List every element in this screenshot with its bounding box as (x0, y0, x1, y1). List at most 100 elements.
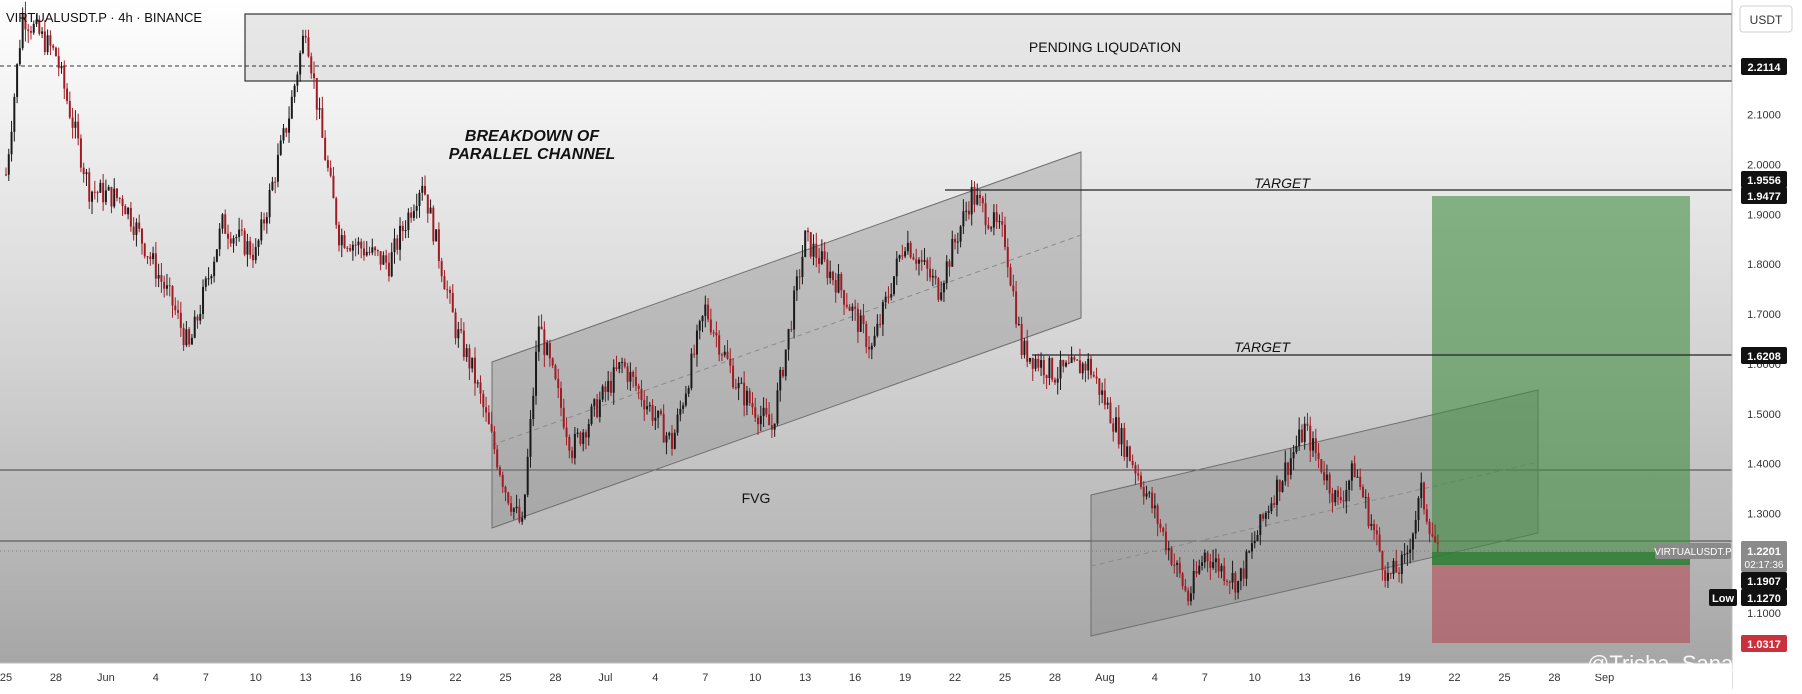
candle-body (1248, 551, 1251, 553)
parallel-channel-upper[interactable] (491, 151, 1082, 529)
time-tick-label: 25 (0, 672, 12, 684)
candle-body (210, 276, 213, 279)
candle-body (745, 390, 748, 406)
candle-body (32, 23, 35, 33)
entry-level-tag (1741, 572, 1787, 589)
take-profit-zone[interactable] (1432, 196, 1690, 552)
candle-body (85, 172, 88, 175)
candle-body (698, 321, 701, 331)
candle-body (229, 238, 232, 244)
candle-body (1206, 552, 1209, 562)
time-tick-label: 4 (1152, 672, 1158, 684)
candle-body (1137, 473, 1140, 476)
candle-body (1264, 512, 1267, 519)
candle-body (113, 188, 116, 207)
candle-body (1300, 429, 1303, 443)
candle-body (990, 227, 993, 229)
candle-body (1017, 324, 1020, 326)
candle-body (251, 254, 254, 261)
candle-body (454, 312, 457, 339)
candle-body (1253, 541, 1256, 544)
candle-body (1131, 460, 1134, 466)
candle-body (1409, 549, 1412, 553)
candle-body (934, 275, 937, 279)
candle-body (1273, 503, 1276, 505)
candle-body (360, 241, 363, 249)
candle-body (107, 187, 110, 191)
candle-body (557, 378, 560, 389)
candle-body (368, 251, 371, 253)
candle-body (424, 185, 427, 195)
candle-body (582, 432, 585, 444)
candle-body (626, 366, 629, 382)
candle-body (526, 456, 529, 495)
candle-body (426, 194, 429, 214)
pending-level-tag (1741, 58, 1787, 75)
candle-body (1092, 374, 1095, 377)
candle-body (1078, 360, 1081, 374)
candle-body (1348, 480, 1351, 490)
candle-body (512, 508, 515, 512)
candle-body (1173, 564, 1176, 566)
candle-body (1237, 581, 1240, 593)
time-tick-label: 13 (799, 672, 811, 684)
candle-body (904, 251, 907, 257)
candle-body (315, 78, 318, 110)
candle-body (79, 138, 82, 168)
candle-body (1053, 379, 1056, 383)
stop-level-tag (1741, 635, 1787, 652)
candle-body (163, 281, 166, 289)
candle-body (415, 205, 418, 211)
time-tick-label: 22 (949, 672, 961, 684)
candle-body (560, 388, 562, 408)
candle-body (609, 380, 612, 393)
candle-body (1178, 562, 1181, 574)
candle-body (959, 226, 962, 242)
candle-body (568, 437, 571, 451)
time-tick-label: Aug (1095, 672, 1115, 684)
stop-loss-zone[interactable] (1432, 565, 1690, 643)
candle-body (221, 214, 224, 229)
candle-body (468, 348, 471, 369)
price-tick-label: 2.0000 (1747, 160, 1781, 172)
candle-body (1181, 573, 1184, 587)
candle-body (110, 187, 113, 207)
candle-body (915, 259, 918, 264)
time-tick-label: 25 (1498, 672, 1510, 684)
candle-body (27, 29, 30, 32)
candle-body (41, 31, 44, 34)
candle-body (1414, 520, 1417, 534)
candle-body (99, 182, 102, 193)
candle-body (790, 329, 793, 331)
candle-body (1306, 423, 1309, 426)
candle-body (1367, 497, 1370, 527)
candle-body (1425, 509, 1428, 522)
time-tick-label: 28 (1548, 672, 1560, 684)
candle-body (956, 241, 959, 243)
candle-body (1359, 476, 1362, 487)
candle-body (604, 386, 607, 392)
candle-body (49, 35, 52, 46)
candle-body (712, 332, 715, 334)
low-label: Low (1712, 593, 1734, 605)
currency-selector[interactable] (1739, 5, 1793, 33)
candle-body (1356, 476, 1359, 478)
candle-body (1339, 497, 1342, 501)
candle-body (1156, 505, 1159, 524)
pending-liquidation-zone[interactable] (244, 13, 1733, 82)
candle-body (1361, 486, 1364, 498)
candle-body (1184, 586, 1187, 591)
candle-body (460, 329, 463, 331)
candle-body (837, 274, 840, 293)
candle-body (1298, 429, 1301, 446)
candle-body (1342, 500, 1345, 502)
breakdown-label-line1: BREAKDOWN OF (465, 128, 600, 145)
candle-body (637, 385, 640, 389)
candle-body (1331, 493, 1334, 503)
candle-body (521, 518, 524, 522)
candle-body (826, 259, 829, 278)
entry-band (1432, 552, 1690, 565)
candle-body (1423, 482, 1426, 510)
candle-body (1287, 462, 1290, 475)
